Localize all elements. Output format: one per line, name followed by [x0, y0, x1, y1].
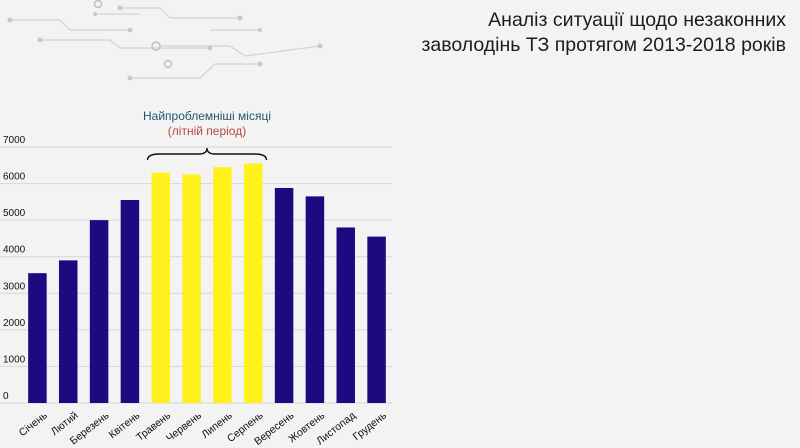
bar-10 [305, 196, 325, 403]
bar-11 [336, 227, 355, 403]
chart-bars [28, 163, 386, 403]
bar-2 [59, 260, 78, 403]
bar-7 [213, 167, 232, 403]
bar-3 [89, 220, 109, 403]
slide-title-line-2: заволодінь ТЗ протягом 2013-2018 років [421, 34, 786, 56]
y-tick-label: 6000 [3, 172, 26, 183]
bar-4 [120, 200, 140, 403]
y-tick-label: 5000 [3, 208, 26, 219]
annotation-line-1: Найпроблемніші місяці [143, 109, 271, 123]
bar-5 [151, 172, 170, 403]
circuit-decoration [7, 0, 323, 81]
x-tick-label: Грудень [351, 409, 390, 443]
y-tick-label: 1000 [3, 354, 26, 365]
y-tick-label: 0 [3, 391, 9, 402]
x-tick-label: Січень [17, 409, 50, 439]
x-axis-ticks: СіченьЛютийБерезеньКвітеньТравеньЧервень… [17, 409, 390, 448]
y-tick-label: 2000 [3, 318, 26, 329]
bar-12 [367, 236, 386, 403]
annotation-line-2: (літній період) [168, 124, 246, 138]
slide-title: Аналіз ситуації щодо незаконних заволоді… [421, 8, 786, 58]
annotation-brace [146, 147, 268, 161]
y-tick-label: 4000 [3, 245, 26, 256]
x-tick-label: Червень [164, 409, 204, 444]
bar-9 [274, 187, 294, 403]
y-tick-label: 7000 [3, 135, 26, 146]
bar-6 [182, 174, 201, 403]
bar-1 [28, 273, 47, 403]
y-axis-ticks: 0 1000 2000 3000 4000 5000 6000 7000 [3, 135, 26, 402]
slide-title-line-1: Аналіз ситуації щодо незаконних [488, 9, 786, 31]
y-tick-label: 3000 [3, 281, 26, 292]
bar-8 [244, 163, 263, 403]
